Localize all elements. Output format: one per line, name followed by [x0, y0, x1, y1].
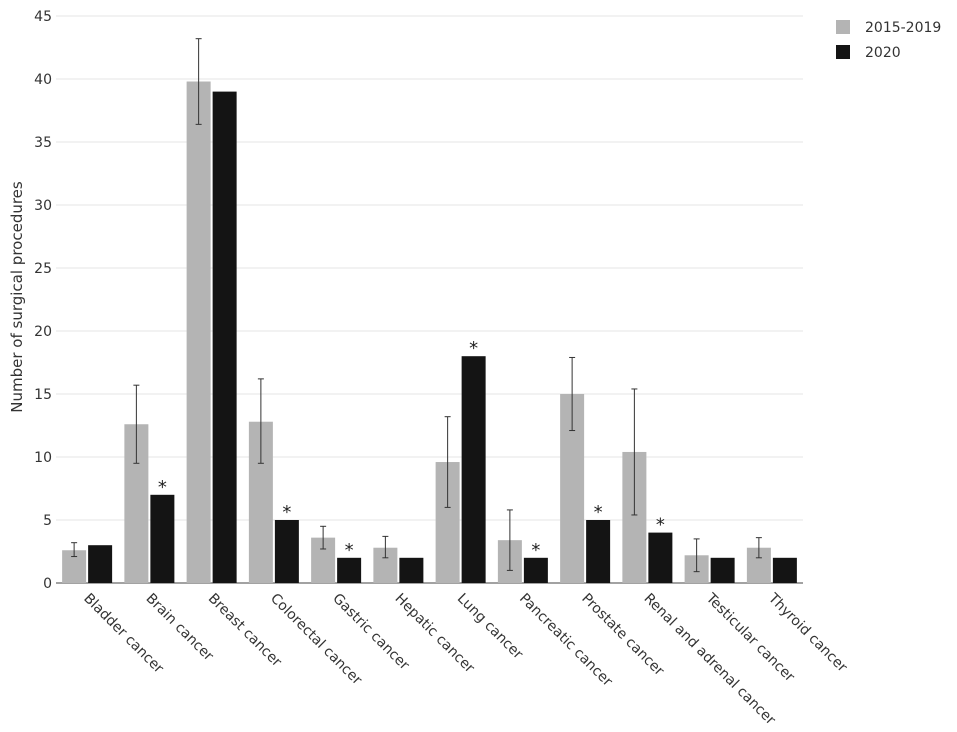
error-bars: [71, 38, 762, 573]
y-tick-label: 5: [43, 513, 52, 529]
y-tick-label: 45: [34, 9, 52, 25]
y-tick-label: 0: [43, 576, 52, 592]
gridlines: [56, 15, 803, 521]
y-tick-label: 20: [34, 324, 52, 340]
bar-2020: [772, 557, 797, 583]
bar-2015-2019: [186, 81, 211, 584]
bar-2020: [150, 494, 175, 583]
bar-2020: [274, 520, 299, 583]
bar-2020: [337, 557, 362, 583]
y-tick-label: 15: [34, 387, 52, 403]
significance-star: *: [345, 540, 354, 561]
significance-star: *: [282, 502, 291, 523]
significance-star: *: [469, 338, 478, 359]
legend-label: 2020: [865, 45, 901, 61]
y-tick-label: 30: [34, 198, 52, 214]
significance-markers: * * * * * * *: [158, 338, 665, 561]
significance-star: *: [594, 502, 603, 523]
bar-2020: [648, 532, 673, 583]
axes: 0 5 10 15 20 25 30 35 40 45: [34, 9, 803, 592]
y-tick-label: 25: [34, 261, 52, 277]
bar-2020: [710, 557, 735, 583]
legend-swatch: [836, 45, 850, 59]
bar-2020: [212, 91, 237, 583]
significance-star: *: [656, 515, 665, 536]
significance-star: *: [531, 540, 540, 561]
bars: [62, 81, 797, 584]
significance-star: *: [158, 477, 167, 498]
legend-label: 2015-2019: [865, 20, 941, 36]
legend: 2015-2019 2020: [836, 20, 941, 61]
y-axis-title: Number of surgical procedures: [8, 181, 26, 413]
bar-2020: [586, 520, 611, 583]
legend-swatch: [836, 20, 850, 34]
x-category-label: Renal and adrenal cancer: [641, 591, 779, 729]
bar-2020: [461, 356, 486, 583]
y-tick-label: 10: [34, 450, 52, 466]
y-tick-label: 35: [34, 135, 52, 151]
bar-2020: [88, 545, 113, 583]
bar-2020: [523, 557, 548, 583]
bar-2020: [399, 557, 424, 583]
y-tick-label: 40: [34, 72, 52, 88]
